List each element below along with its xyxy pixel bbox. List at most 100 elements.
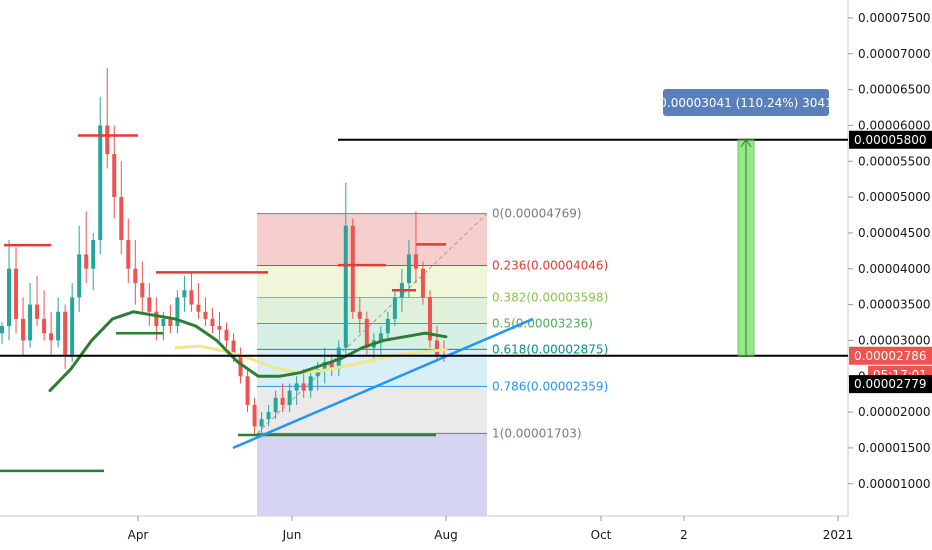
candle-body — [343, 225, 348, 348]
candle-body — [420, 268, 425, 298]
price-badge-label: 0.00002779 — [854, 377, 927, 391]
moving-average-line — [48, 310, 448, 393]
trend-line — [232, 317, 534, 450]
candle-body — [203, 311, 208, 319]
candle-body — [427, 297, 432, 341]
y-tick-label: 0.00003500 — [858, 298, 931, 312]
candle-body — [49, 333, 54, 341]
price-axis[interactable]: 0.00007500 0.00007000 0.00006500 0.00006000… — [848, 11, 931, 491]
candle-body — [105, 125, 110, 155]
candle-body — [175, 297, 180, 327]
price-badge-label: 0.00005800 — [854, 133, 927, 147]
y-tick-label: 0.00005000 — [858, 190, 931, 204]
y-tick-label: 0.00007500 — [858, 11, 931, 25]
y-tick-label: 0.00006500 — [858, 83, 931, 97]
y-tick-label: 0.00004500 — [858, 226, 931, 240]
fib-level-label: 1(0.00001703) — [492, 426, 582, 440]
price-badge-label: 0.00002786 — [854, 349, 927, 363]
candle-body — [364, 318, 369, 348]
candle-body — [252, 404, 257, 427]
candle-body — [0, 326, 4, 334]
fib-level-label: 0.382(0.00003598) — [492, 291, 608, 305]
price-badge — [849, 375, 932, 394]
candle-body — [147, 297, 152, 312]
candle-body — [301, 383, 306, 391]
x-tick-label: Oct — [591, 528, 612, 542]
candle-body — [280, 397, 285, 405]
measure-arrow-head — [740, 138, 752, 148]
fib-zone — [257, 297, 487, 324]
candle-body — [70, 297, 75, 355]
fib-level-label: 0.618(0.00002875) — [492, 342, 608, 356]
x-tick-label: Apr — [128, 528, 149, 542]
fib-retracement[interactable]: 0(0.00004769) 0.236(0.00004046) 0.382(0.00… — [256, 207, 608, 516]
y-tick-label: 0.00005500 — [858, 154, 931, 168]
x-tick-label: 2021 — [823, 528, 854, 542]
candle-body — [168, 318, 173, 327]
y-tick-label: 0.00002000 — [858, 405, 931, 419]
y-tick-label: 0.00004000 — [858, 262, 931, 276]
y-tick-label: 0.00007000 — [858, 47, 931, 61]
candle-body — [357, 311, 362, 319]
candle-body — [133, 268, 138, 284]
moving-average-line — [174, 344, 448, 375]
candle-body — [42, 318, 47, 334]
candle-body — [315, 369, 320, 377]
x-tick-label: Aug — [434, 528, 457, 542]
candle-body — [182, 290, 187, 298]
candle-body — [154, 311, 159, 327]
candle-body — [126, 240, 131, 269]
fib-zone — [257, 265, 487, 298]
candle-body — [294, 383, 299, 391]
fib-level-label: 0.5(0.00003236) — [492, 317, 593, 331]
fib-extension-zone — [257, 433, 487, 516]
candle-body — [392, 297, 397, 319]
price-badge — [849, 346, 932, 365]
candle-body — [196, 304, 201, 312]
candle-body — [378, 333, 383, 341]
candle-body — [112, 154, 117, 198]
candle-body — [259, 419, 264, 427]
candle-body — [308, 376, 313, 391]
candle-body — [210, 318, 215, 327]
candle-body — [273, 397, 278, 413]
candle-body — [21, 318, 26, 341]
candle-body — [119, 197, 124, 241]
candle-body — [84, 254, 89, 269]
candle-body — [98, 125, 103, 241]
candle-body — [224, 329, 229, 341]
candle-body — [91, 240, 96, 269]
fib-level-label: 0.786(0.00002359) — [492, 379, 608, 393]
y-tick-label: 0.00001000 — [858, 477, 931, 491]
candle-body — [7, 268, 12, 327]
measure-info-text: 0.00003041 (110.24%) 3041 — [659, 96, 832, 110]
y-tick-label: 0.00003000 — [858, 333, 931, 347]
candle-body — [161, 318, 166, 327]
fib-zone — [257, 213, 487, 266]
candle-body — [245, 376, 250, 405]
candle-body — [413, 254, 418, 269]
candle-body — [231, 340, 236, 355]
candle-body — [56, 311, 61, 341]
candle-body — [35, 304, 40, 319]
candle-body — [189, 290, 194, 305]
fib-level-label: 0(0.00004769) — [492, 207, 582, 221]
candle-body — [77, 254, 82, 298]
candle-body — [329, 361, 334, 370]
candle-body — [266, 412, 271, 420]
candles — [0, 68, 446, 434]
candle-body — [385, 318, 390, 334]
candle-body — [63, 311, 68, 355]
x-tick-label: Jun — [282, 528, 302, 542]
overlays: 0.00003041 (110.24%) 3041 — [0, 89, 848, 473]
candle-body — [287, 390, 292, 405]
y-tick-label: 0.00006000 — [858, 118, 931, 132]
time-axis[interactable]: Apr Jun Aug Oct 2 2021 — [128, 516, 854, 542]
candle-body — [14, 268, 19, 319]
measure-info-box — [663, 89, 829, 116]
candle-body — [140, 283, 145, 298]
fib-zone — [257, 386, 487, 434]
candle-body — [350, 225, 355, 312]
